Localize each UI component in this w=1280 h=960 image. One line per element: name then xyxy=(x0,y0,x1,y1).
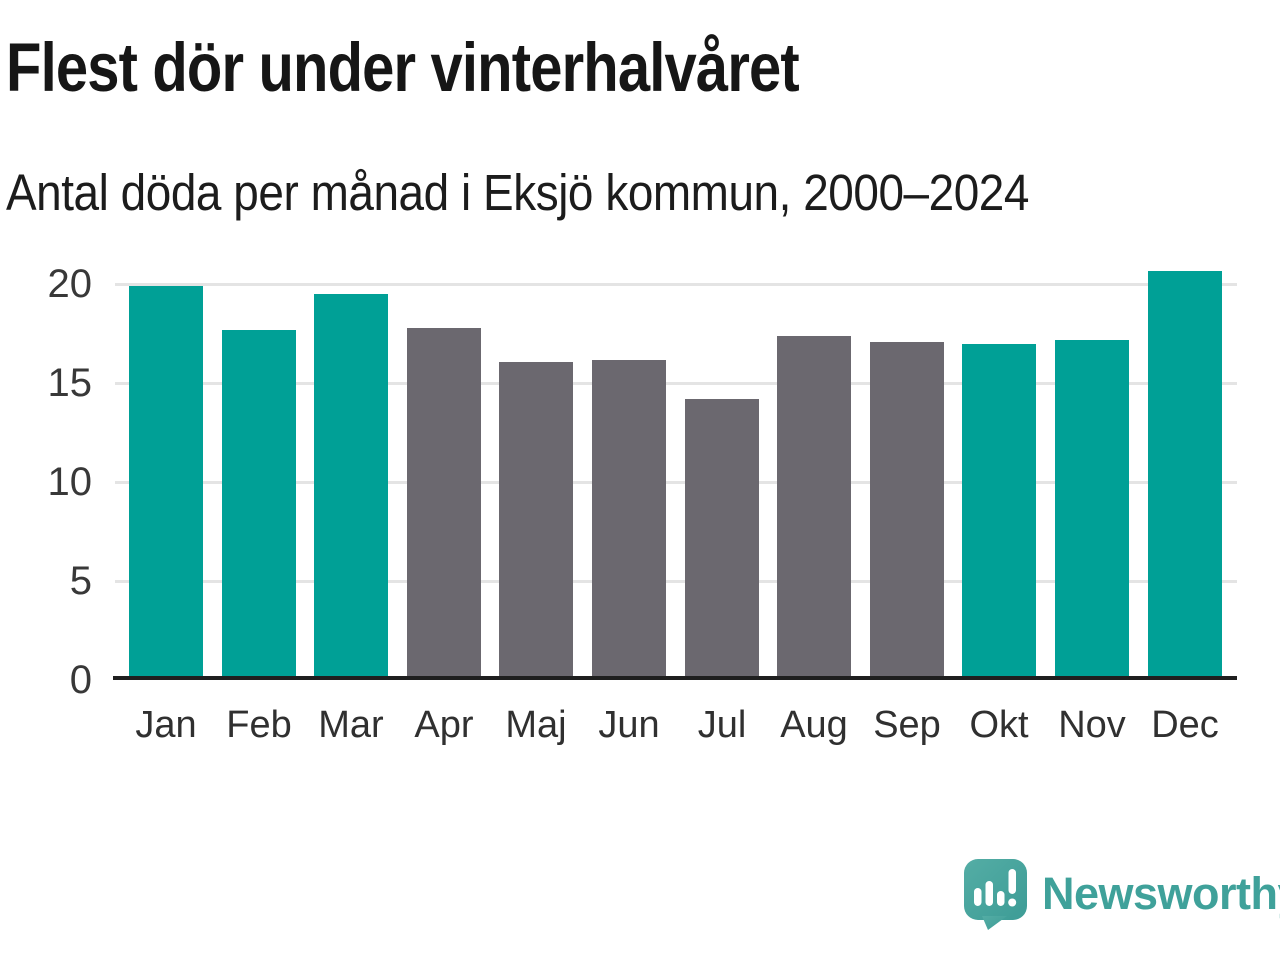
chart-title: Flest dör under vinterhalvåret xyxy=(6,29,800,106)
x-tick-label-jun: Jun xyxy=(598,704,660,746)
x-tick-label-jan: Jan xyxy=(135,704,197,746)
gridline-15 xyxy=(115,381,1237,385)
x-tick-label-apr: Apr xyxy=(414,704,474,746)
gridline-10 xyxy=(115,480,1237,484)
x-tick-label-maj: Maj xyxy=(505,704,567,746)
logo-speech-bubble xyxy=(964,859,1027,920)
bar-dec xyxy=(1148,271,1222,678)
x-tick-label-jul: Jul xyxy=(697,704,747,746)
logo-bar-3 xyxy=(997,891,1005,906)
x-tick-label-feb: Feb xyxy=(226,704,292,746)
y-tick-label-10: 10 xyxy=(47,460,93,505)
bar-jul xyxy=(685,399,759,678)
bar-maj xyxy=(499,362,573,678)
bar-okt xyxy=(962,344,1036,678)
logo-exclamation-dot xyxy=(1008,898,1017,907)
y-tick-label-0: 0 xyxy=(69,658,92,702)
y-tick-label-5: 5 xyxy=(69,559,92,604)
newsworthy-logo-icon xyxy=(964,859,1027,930)
y-tick-label-15: 15 xyxy=(47,361,93,406)
logo-exclamation-bar xyxy=(1008,869,1016,894)
logo-speech-bubble-tail xyxy=(982,916,1007,930)
x-tick-label-nov: Nov xyxy=(1058,704,1126,746)
bar-nov xyxy=(1055,340,1129,678)
x-tick-label-dec: Dec xyxy=(1151,704,1219,746)
bar-jun xyxy=(592,360,666,678)
brand-name: Newsworthy xyxy=(1042,868,1280,919)
bar-jan xyxy=(129,286,203,678)
logo-bar-1 xyxy=(974,888,982,906)
x-tick-label-aug: Aug xyxy=(780,704,848,746)
gridline-20 xyxy=(115,282,1237,286)
bar-feb xyxy=(222,330,296,678)
bar-aug xyxy=(777,336,851,678)
chart-subtitle: Antal döda per månad i Eksjö kommun, 200… xyxy=(6,164,1029,221)
x-axis-line xyxy=(113,676,1237,680)
x-tick-label-sep: Sep xyxy=(873,704,941,746)
x-tick-label-mar: Mar xyxy=(318,704,384,746)
bar-sep xyxy=(870,342,944,678)
bar-apr xyxy=(407,328,481,678)
newsworthy-brand: Newsworthy xyxy=(962,858,1280,930)
logo-bar-2 xyxy=(985,881,993,906)
y-tick-label-20: 20 xyxy=(47,262,93,307)
x-tick-label-okt: Okt xyxy=(969,704,1029,746)
gridline-5 xyxy=(115,579,1237,583)
bar-mar xyxy=(314,294,388,678)
